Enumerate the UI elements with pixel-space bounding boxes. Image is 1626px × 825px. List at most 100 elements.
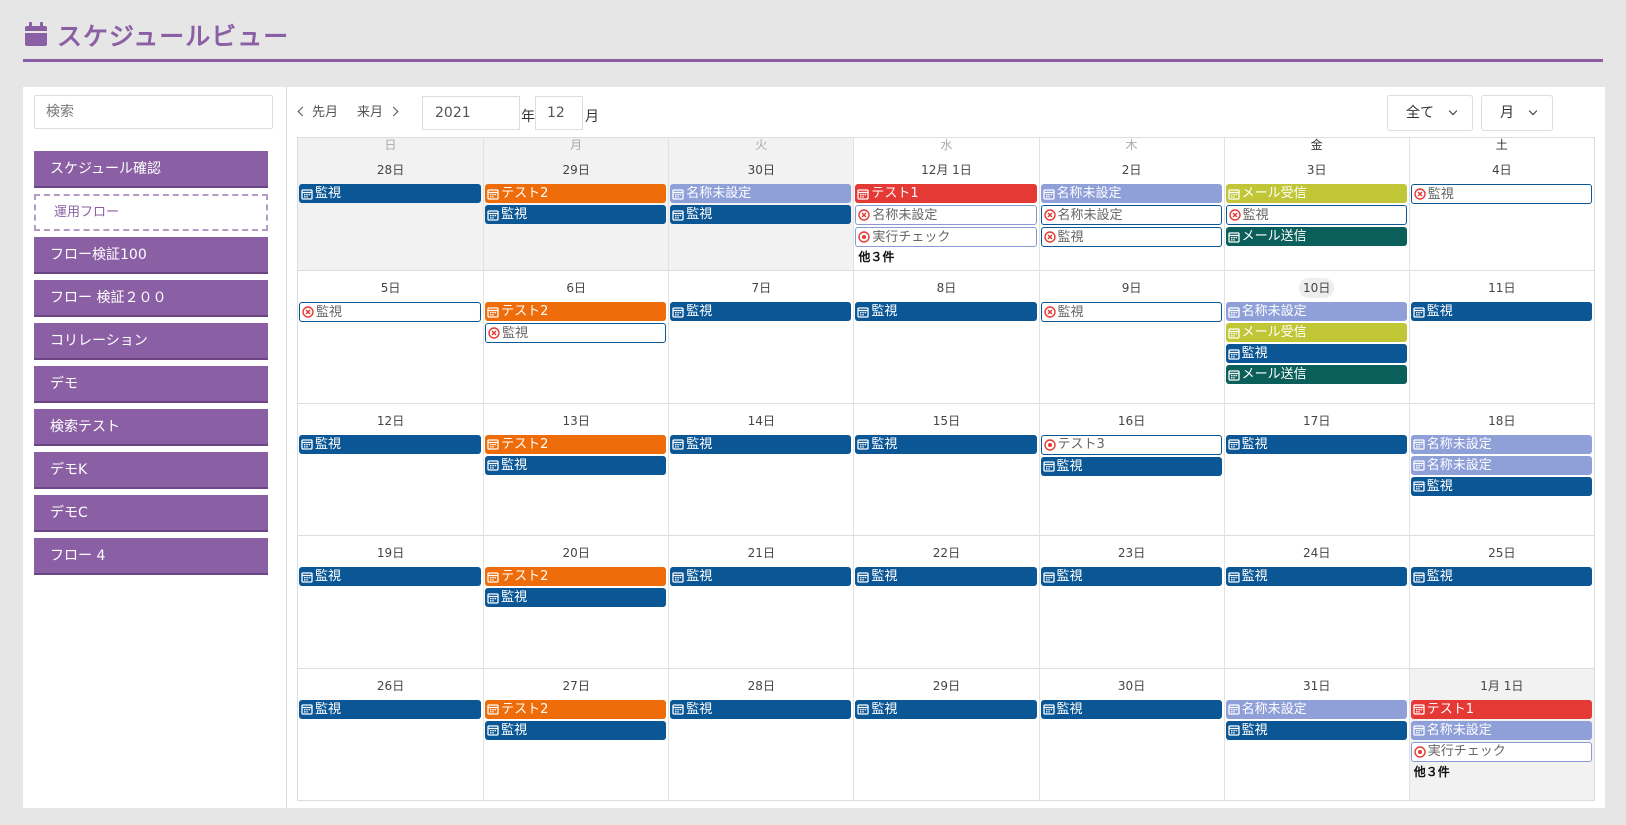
schedule-event[interactable]: 監視 — [855, 699, 1037, 719]
day-cell[interactable]: 19日 監視 — [298, 536, 483, 667]
day-cell[interactable]: 7日 監視 — [668, 271, 853, 403]
schedule-event[interactable]: 監視 — [670, 567, 852, 587]
day-cell[interactable]: 15日 監視 — [853, 403, 1038, 536]
day-cell[interactable]: 20日 テスト2 監視 — [483, 536, 668, 668]
day-cell[interactable]: 5日 監視 — [298, 271, 483, 402]
schedule-event[interactable]: 監視 — [299, 699, 482, 719]
prev-month-button[interactable]: 先月 — [297, 101, 338, 120]
schedule-event[interactable]: 監視 — [1410, 567, 1592, 587]
day-cell[interactable]: 30日 名称未設定 監視 — [668, 138, 854, 271]
schedule-event[interactable]: テスト2 — [485, 434, 667, 454]
schedule-event[interactable]: 監視 — [1225, 720, 1407, 740]
schedule-event[interactable]: メール受信 — [1225, 184, 1407, 203]
sidebar-item[interactable]: フロー 検証２００ — [34, 280, 268, 317]
schedule-event[interactable]: 監視 — [670, 205, 852, 224]
sidebar-item[interactable]: フロー 4 — [34, 538, 268, 575]
day-cell[interactable]: 27日 テスト2 監視 — [483, 668, 668, 800]
schedule-event[interactable]: テスト3 — [1040, 434, 1222, 455]
schedule-event[interactable]: 名称未設定 — [670, 184, 852, 203]
sidebar-item[interactable]: デモ — [34, 366, 268, 403]
sidebar-item[interactable]: スケジュール確認 — [34, 151, 268, 188]
day-cell[interactable]: 16日 テスト3 監視 — [1038, 403, 1224, 536]
month-input[interactable] — [535, 96, 583, 130]
schedule-event[interactable]: 監視 — [855, 302, 1037, 322]
day-cell[interactable]: 25日 監視 — [1408, 536, 1594, 668]
schedule-event[interactable]: 監視 — [670, 699, 852, 719]
day-cell[interactable]: 24日 監視 — [1223, 536, 1409, 668]
schedule-event[interactable]: メール受信 — [1225, 323, 1407, 343]
schedule-event[interactable]: 名称未設定 — [1225, 699, 1407, 719]
schedule-event[interactable]: 名称未設定 — [1410, 720, 1592, 740]
day-cell[interactable]: 28日 監視 — [298, 138, 484, 271]
schedule-event[interactable]: 監視 — [485, 323, 667, 344]
day-cell[interactable]: 29日 テスト2 監視 — [483, 138, 669, 271]
day-cell[interactable]: 29日 監視 — [853, 668, 1038, 800]
day-cell[interactable]: 18日 名称未設定 名称未設定 監視 — [1408, 403, 1594, 536]
day-cell[interactable]: 28日 監視 — [668, 668, 853, 800]
day-cell[interactable]: 8日 監視 — [853, 271, 1038, 403]
day-cell[interactable]: 6日 テスト2 監視 — [483, 271, 668, 403]
sidebar-item[interactable]: デモK — [34, 452, 268, 489]
day-cell[interactable]: 2日 名称未設定 名称未設定 監視 — [1038, 138, 1224, 271]
schedule-event[interactable]: 監視 — [299, 302, 482, 323]
sidebar-item[interactable]: 運用フロー — [34, 194, 268, 231]
schedule-event[interactable]: 監視 — [1225, 205, 1407, 225]
day-cell[interactable]: 26日 監視 — [298, 669, 483, 800]
schedule-event[interactable]: 監視 — [1410, 302, 1592, 322]
day-cell[interactable]: 17日 監視 — [1223, 403, 1409, 536]
schedule-event[interactable]: 実行チェック — [1410, 741, 1592, 762]
schedule-event[interactable]: 監視 — [299, 184, 482, 203]
day-cell[interactable]: 31日 名称未設定 監視 — [1223, 668, 1409, 800]
schedule-event[interactable]: 名称未設定 — [1040, 184, 1222, 203]
schedule-event[interactable]: テスト2 — [485, 302, 667, 322]
day-cell[interactable]: 4日 監視 — [1408, 138, 1594, 271]
schedule-event[interactable]: 監視 — [299, 434, 482, 454]
day-cell[interactable]: 30日 監視 — [1038, 668, 1224, 800]
schedule-event[interactable]: 監視 — [1040, 456, 1222, 476]
schedule-event[interactable]: テスト1 — [855, 184, 1037, 203]
schedule-event[interactable]: テスト2 — [485, 699, 667, 719]
schedule-event[interactable]: 名称未設定 — [1410, 434, 1592, 454]
day-cell[interactable]: 12日 監視 — [298, 404, 483, 535]
schedule-event[interactable]: 監視 — [485, 455, 667, 475]
sidebar-item[interactable]: フロー検証100 — [34, 237, 268, 274]
schedule-event[interactable]: 名称未設定 — [1040, 205, 1222, 225]
schedule-event[interactable]: 監視 — [1225, 434, 1407, 454]
schedule-event[interactable]: 監視 — [485, 588, 667, 608]
schedule-event[interactable]: 監視 — [1040, 302, 1222, 323]
schedule-event[interactable]: 監視 — [1225, 344, 1407, 364]
day-cell[interactable]: 23日 監視 — [1038, 536, 1224, 668]
sidebar-item[interactable]: 検索テスト — [34, 409, 268, 446]
day-cell[interactable]: 9日 監視 — [1038, 271, 1224, 403]
schedule-event[interactable]: 名称未設定 — [1410, 455, 1592, 475]
schedule-event[interactable]: 監視 — [1410, 184, 1592, 204]
schedule-event[interactable]: メール送信 — [1225, 227, 1407, 246]
search-input[interactable] — [34, 95, 273, 129]
day-cell[interactable]: 14日 監視 — [668, 403, 853, 536]
view-dropdown[interactable]: 月 — [1481, 95, 1553, 131]
filter-dropdown[interactable]: 全て — [1387, 95, 1473, 131]
schedule-event[interactable]: 監視 — [670, 302, 852, 322]
schedule-event[interactable]: テスト2 — [485, 567, 667, 587]
day-cell[interactable]: 21日 監視 — [668, 536, 853, 668]
schedule-event[interactable]: テスト2 — [485, 184, 667, 203]
sidebar-item[interactable]: コリレーション — [34, 323, 268, 360]
sidebar-item[interactable]: デモC — [34, 495, 268, 532]
day-cell[interactable]: 11日 監視 — [1408, 271, 1594, 403]
schedule-event[interactable]: 名称未設定 — [855, 205, 1037, 225]
day-cell[interactable]: 1月 1日 テスト1 名称未設定 実行チェック 他３件 — [1408, 668, 1594, 800]
next-month-button[interactable]: 来月 — [357, 101, 399, 120]
schedule-event[interactable]: 監視 — [1225, 567, 1407, 587]
schedule-event[interactable]: 監視 — [1410, 476, 1592, 496]
schedule-event[interactable]: メール送信 — [1225, 365, 1407, 385]
schedule-event[interactable]: 監視 — [299, 567, 482, 587]
schedule-event[interactable]: 監視 — [485, 205, 667, 224]
day-cell[interactable]: 3日 メール受信 監視 メール送信 — [1223, 138, 1409, 271]
schedule-event[interactable]: 実行チェック — [855, 227, 1037, 247]
more-events-link[interactable]: 他３件 — [1413, 764, 1450, 779]
day-cell[interactable]: 12月 1日 テスト1 名称未設定 実行チェック 他３件 — [853, 138, 1038, 271]
schedule-event[interactable]: テスト1 — [1410, 699, 1592, 719]
schedule-event[interactable]: 監視 — [1040, 567, 1222, 587]
schedule-event[interactable]: 名称未設定 — [1225, 302, 1407, 322]
schedule-event[interactable]: 監視 — [855, 567, 1037, 587]
